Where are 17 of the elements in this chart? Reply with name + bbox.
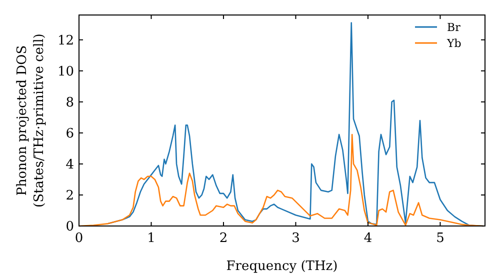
- y-tick-label: 2: [66, 188, 74, 204]
- x-tick-label: 4: [364, 231, 372, 246]
- y-tick-label: 4: [66, 157, 74, 172]
- y-tick-label: 12: [57, 33, 74, 48]
- x-tick-label: 3: [292, 231, 300, 246]
- x-axis-title: Frequency (THz): [226, 259, 338, 274]
- y-tick-label: 8: [66, 95, 74, 110]
- x-tick-label: 1: [147, 231, 156, 246]
- y-tick-label: 6: [66, 126, 74, 142]
- line-series: [78, 134, 484, 227]
- y-tick-label: 0: [66, 220, 74, 234]
- x-tick-label: 5: [436, 231, 444, 246]
- legend-label: Yb: [446, 37, 462, 50]
- x-tick-label: 2: [219, 231, 228, 246]
- y-tick-label: 10: [57, 64, 74, 80]
- legend-label: Br: [447, 21, 462, 34]
- y-axis-title: Phonon projected DOS (States/THz·primitive cell): [15, 33, 47, 208]
